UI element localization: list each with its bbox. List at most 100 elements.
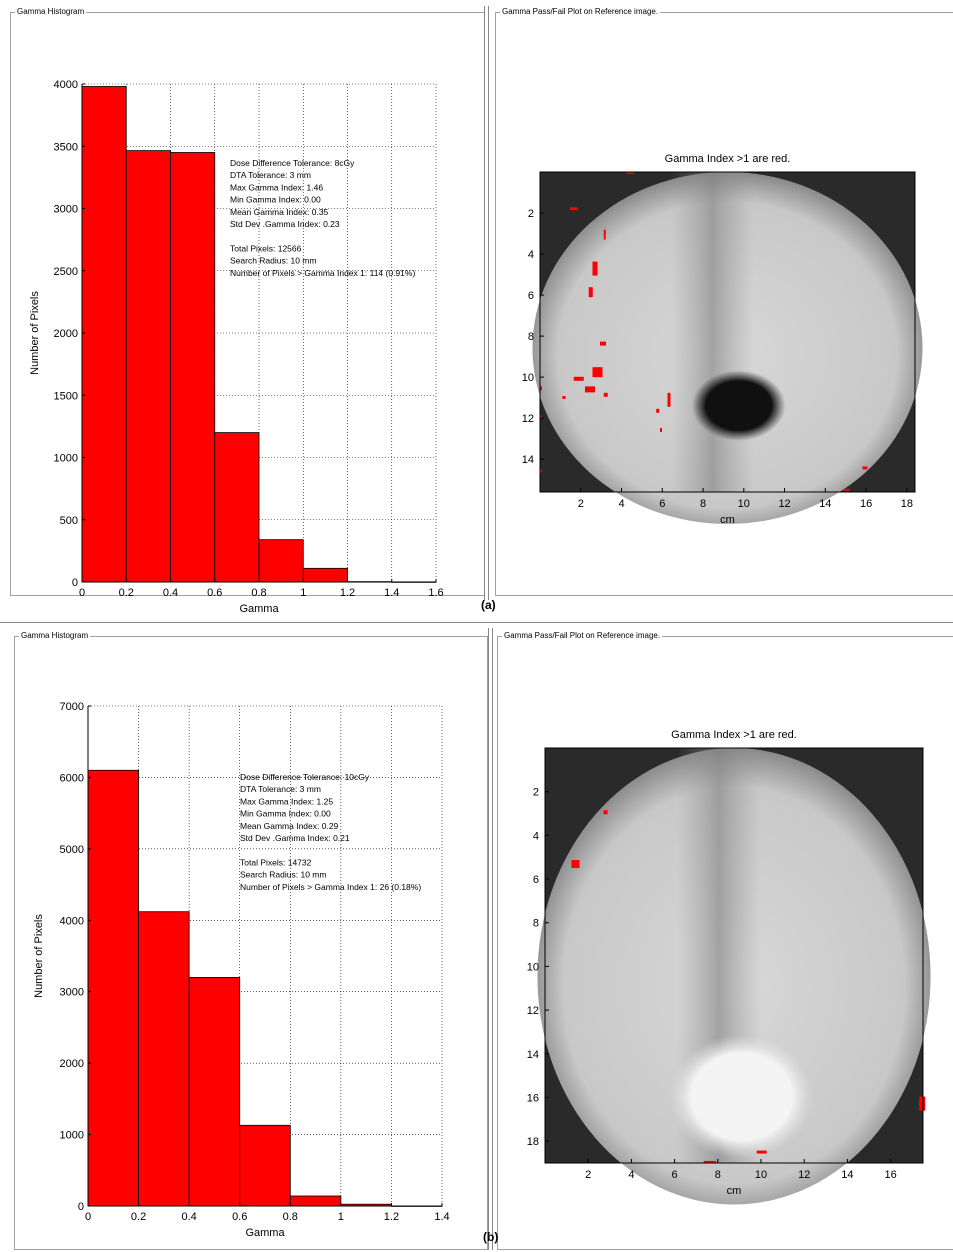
stats-annotation-line: Search Radius: 10 mm [240,870,326,880]
x-tick-label: 1 [338,1211,344,1223]
map-title: Gamma Index >1 are red. [671,729,797,741]
gamma-histogram-a: 0 0.2 0.4 0.6 0.8 1 1.2 1.4 1.6 0 500 1000 1500 2000 2… [29,79,444,615]
map-y-tick-label: 6 [533,874,539,886]
central-structure [671,172,754,492]
y-tick-label: 4000 [60,915,84,927]
map-x-tick-label: 16 [884,1169,896,1181]
map-frame-b: Gamma Pass/Fail Plot on Reference image. [497,631,953,1250]
stats-annotation-line: Search Radius: 10 mm [230,256,316,266]
fail-pixel [843,488,850,491]
x-tick-label: 1.4 [384,587,399,599]
dense-structure [669,1034,814,1159]
histogram-bar [214,432,260,583]
stats-annotation-line: Dose Difference Tolerance: 10cGy [240,772,370,782]
stats-annotation-line: Min Gamma Index: 0.00 [230,195,321,205]
x-tick-label: 0.4 [163,587,178,599]
panel-divider-b[interactable] [488,628,493,1250]
fail-pixel [919,1096,926,1111]
map-frame-a: Gamma Pass/Fail Plot on Reference image. [495,7,953,596]
panel-label-a: (a) [481,598,496,612]
map-frame-title-b: Gamma Pass/Fail Plot on Reference image. [502,631,663,640]
horizontal-divider[interactable] [0,622,953,623]
fail-pixel [703,1160,716,1163]
x-tick-label: 0.8 [283,1211,298,1223]
fail-pixel [603,392,608,397]
stats-annotation-line: Std Dev .Gamma Index: 0.21 [240,833,350,843]
map-x-tick-label: 8 [700,498,706,510]
fail-pixel [862,466,868,470]
stats-annotation-line: Max Gamma Index: 1.46 [230,182,323,192]
map-x-tick-label: 6 [672,1169,678,1181]
stats-annotation-line: Max Gamma Index: 1.25 [240,796,333,806]
map-x-tick-label: 12 [778,498,790,510]
map-y-tick-label: 18 [527,1136,539,1148]
stats-annotation-line: Total Pixels: 12566 [230,243,302,253]
x-tick-label: 1.6 [428,587,443,599]
y-tick-label: 0 [72,577,78,589]
fail-pixel [756,1150,767,1154]
map-x-tick-label: 12 [798,1169,810,1181]
dense-structure [691,370,786,441]
y-tick-label: 3000 [60,987,84,999]
stats-annotation-line: Std Dev .Gamma Index: 0.23 [230,219,340,229]
stats-annotation-line: Dose Difference Tolerance: 8cGy [230,158,355,168]
stats-annotation-line: DTA Tolerance: 3 mm [240,784,321,794]
map-x-tick-label: 10 [738,498,750,510]
y-tick-label: 2000 [54,328,78,340]
x-axis-label: Gamma [245,1227,285,1239]
map-x-axis-label: cm [727,1185,742,1197]
panel-label-b: (b) [483,1230,499,1244]
map-y-tick-label: 6 [528,290,534,302]
y-tick-label: 1500 [54,390,78,402]
map-y-tick-label: 2 [533,787,539,799]
x-tick-label: 1.2 [340,587,355,599]
stats-annotation-line: Mean Gamma Index: 0.29 [240,821,339,831]
y-tick-label: 2000 [60,1058,84,1070]
map-y-tick-label: 14 [527,1049,539,1061]
x-tick-label: 0 [79,587,85,599]
map-y-tick-label: 12 [522,413,534,425]
map-frame-title-a: Gamma Pass/Fail Plot on Reference image. [500,7,661,16]
map-y-tick-label: 8 [533,918,539,930]
y-tick-label: 6000 [60,772,84,784]
histogram-bar [289,1195,342,1207]
map-x-tick-label: 6 [659,498,665,510]
panel-divider-a[interactable] [484,6,489,600]
x-tick-label: 0.2 [131,1211,146,1223]
stats-annotation-line: Total Pixels: 14732 [240,857,312,867]
x-tick-label: 1.4 [434,1211,449,1223]
map-y-tick-label: 10 [522,372,534,384]
map-title: Gamma Index >1 are red. [665,153,791,165]
x-tick-label: 0.4 [181,1211,196,1223]
y-tick-label: 4000 [54,79,78,91]
stats-annotation-line: DTA Tolerance: 3 mm [230,170,311,180]
histogram-bar [188,977,241,1207]
stats-annotation-line: Number of Pixels > Gamma Index 1: 26 (0.… [240,882,421,892]
fail-pixel [540,469,542,473]
y-axis-label: Number of Pixels [29,291,41,375]
y-tick-label: 500 [60,515,78,527]
fail-pixel [626,172,635,174]
y-tick-label: 3500 [54,141,78,153]
y-tick-label: 2500 [54,266,78,278]
stats-annotation-line: Number of Pixels > Gamma Index 1: 114 (0… [230,268,415,278]
map-y-tick-label: 16 [527,1092,539,1104]
fail-pixel [660,428,662,432]
fail-pixel [600,341,606,346]
histogram-bar [125,150,171,583]
map-x-axis-label: cm [720,514,735,526]
histogram-bar [170,152,216,583]
map-x-tick-label: 2 [578,498,584,510]
histogram-bar [138,911,190,1207]
histogram-frame-b: Gamma Histogram [14,631,488,1250]
x-tick-label: 1 [300,587,306,599]
map-y-tick-label: 4 [528,249,534,261]
fail-pixel [540,415,542,419]
y-axis-label: Number of Pixels [33,914,45,998]
map-border [544,747,924,1164]
fail-pixel [562,396,566,399]
map-x-tick-label: 16 [860,498,872,510]
map-x-tick-label: 8 [715,1169,721,1181]
fail-pixel [571,860,580,869]
fail-pixel [603,229,606,240]
